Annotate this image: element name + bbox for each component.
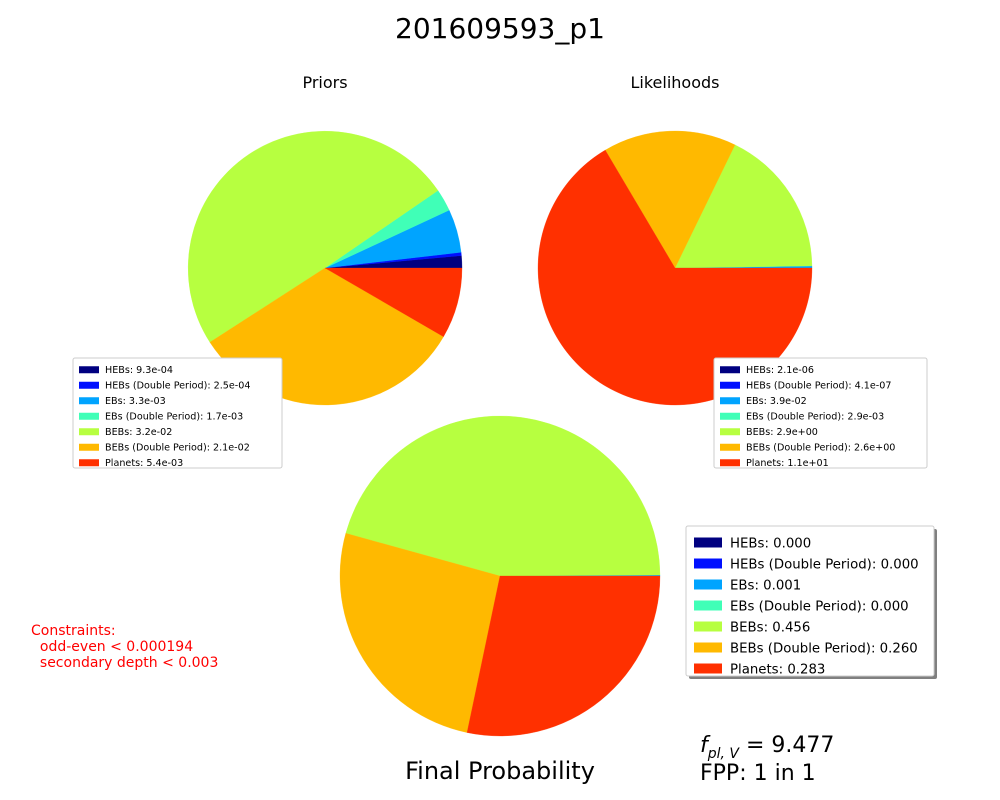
legend-swatch-ebs-double-period xyxy=(694,600,722,611)
final-probability-legend: HEBs: 0.000 HEBs (Double Period): 0.000 EB… xyxy=(685,525,937,679)
constraints-line: secondary depth < 0.003 xyxy=(31,655,218,671)
legend-frame xyxy=(713,357,928,469)
fpl-subscript: pl, V xyxy=(707,746,741,762)
legend-swatch-hebs-double-period xyxy=(79,381,99,389)
priors-pie xyxy=(187,131,463,406)
pie-slice-bebs-double-period xyxy=(605,130,736,269)
legend-swatch-hebs-double-period xyxy=(694,558,722,569)
final-probability-title: Final Probability xyxy=(405,757,595,785)
legend-swatch-planets xyxy=(79,459,99,467)
legend-label-ebs-double-period: EBs (Double Period): 0.000 xyxy=(730,599,909,614)
fpl-symbol: f xyxy=(700,733,711,758)
fpp-annotation: FPP: 1 in 1 xyxy=(700,761,816,786)
legend-swatch-bebs-double-period xyxy=(694,642,722,653)
legend-label-hebs: HEBs: 9.3e-04 xyxy=(105,365,173,376)
legend-frame xyxy=(72,357,283,469)
legend-swatch-hebs-double-period xyxy=(720,381,740,389)
legend-frame xyxy=(685,525,935,677)
legend-swatch-planets xyxy=(694,663,722,674)
legend-label-ebs-double-period: EBs (Double Period): 1.7e-03 xyxy=(105,412,243,423)
pie-slice-bebs xyxy=(674,144,813,269)
legend-swatch-bebs xyxy=(694,621,722,632)
legend-label-bebs-double-period: BEBs (Double Period): 2.1e-02 xyxy=(105,443,250,454)
legend-label-hebs-double-period: HEBs (Double Period): 0.000 xyxy=(730,557,919,572)
constraints-annotation: Constraints: odd-even < 0.000194 seconda… xyxy=(31,623,218,671)
priors-legend: HEBs: 9.3e-04 HEBs (Double Period): 2.5e-… xyxy=(72,357,283,469)
legend-label-bebs: BEBs: 2.9e+00 xyxy=(746,427,818,438)
legend-label-ebs-double-period: EBs (Double Period): 2.9e-03 xyxy=(746,412,884,423)
legend-swatch-hebs xyxy=(720,366,740,374)
figure-title: 201609593_p1 xyxy=(395,12,605,45)
pie-slice-bebs xyxy=(345,415,661,577)
legend-swatch-ebs-double-period xyxy=(720,412,740,420)
legend-label-ebs: EBs: 3.9e-02 xyxy=(746,396,807,407)
pie-slice-planets xyxy=(324,267,463,337)
legend-label-hebs: HEBs: 0.000 xyxy=(730,536,811,551)
final-probability-pie xyxy=(339,415,661,737)
likelihoods-title: Likelihoods xyxy=(631,73,720,92)
likelihoods-legend: HEBs: 2.1e-06 HEBs (Double Period): 4.1e-… xyxy=(713,357,928,469)
legend-swatch-hebs xyxy=(79,366,99,374)
fpl-value: = 9.477 xyxy=(739,733,834,758)
legend-label-hebs-double-period: HEBs (Double Period): 4.1e-07 xyxy=(746,381,891,392)
pie-slice-planets xyxy=(466,575,661,737)
legend-label-bebs-double-period: BEBs (Double Period): 0.260 xyxy=(730,641,918,656)
legend-label-bebs: BEBs: 0.456 xyxy=(730,620,810,635)
legend-label-planets: Planets: 0.283 xyxy=(730,662,825,677)
legend-swatch-bebs xyxy=(720,428,740,436)
legend-label-hebs-double-period: HEBs (Double Period): 2.5e-04 xyxy=(105,381,250,392)
legend-label-hebs: HEBs: 2.1e-06 xyxy=(746,365,814,376)
legend-swatch-ebs xyxy=(720,397,740,405)
legend-swatch-ebs-double-period xyxy=(79,412,99,420)
fpl-value-annotation: fpl, V = 9.477 xyxy=(700,733,834,762)
pie-slice-bebs-double-period xyxy=(339,533,501,733)
legend-label-planets: Planets: 5.4e-03 xyxy=(105,458,183,469)
legend-label-ebs: EBs: 3.3e-03 xyxy=(105,396,166,407)
legend-swatch-bebs-double-period xyxy=(720,443,740,451)
pie-slice-planets xyxy=(537,149,813,406)
legend-swatch-ebs xyxy=(694,579,722,590)
pie-slice-bebs xyxy=(187,131,439,343)
constraints-line: odd-even < 0.000194 xyxy=(31,639,193,655)
legend-label-bebs: BEBs: 3.2e-02 xyxy=(105,427,172,438)
legend-label-ebs: EBs: 0.001 xyxy=(730,578,801,593)
priors-title: Priors xyxy=(302,73,347,92)
legend-swatch-planets xyxy=(720,459,740,467)
legend-swatch-bebs xyxy=(79,428,99,436)
legend-swatch-hebs xyxy=(694,537,722,548)
constraints-line: Constraints: xyxy=(31,623,116,639)
legend-label-bebs-double-period: BEBs (Double Period): 2.6e+00 xyxy=(746,443,895,454)
legend-label-planets: Planets: 1.1e+01 xyxy=(746,458,829,469)
legend-swatch-ebs xyxy=(79,397,99,405)
likelihoods-pie xyxy=(537,130,813,406)
legend-swatch-bebs-double-period xyxy=(79,443,99,451)
